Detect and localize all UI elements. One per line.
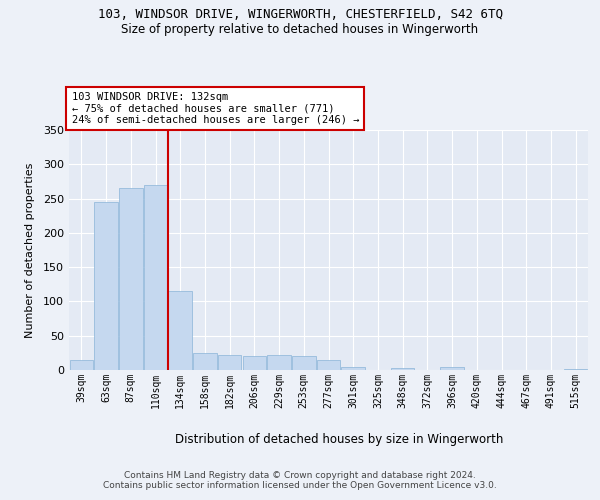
Bar [218, 355, 241, 370]
Text: 103 WINDSOR DRIVE: 132sqm
← 75% of detached houses are smaller (771)
24% of semi: 103 WINDSOR DRIVE: 132sqm ← 75% of detac… [71, 92, 359, 125]
Bar [341, 366, 365, 370]
Bar [144, 185, 167, 370]
Bar [169, 291, 192, 370]
Bar [564, 368, 587, 370]
Text: Distribution of detached houses by size in Wingerworth: Distribution of detached houses by size … [175, 432, 503, 446]
Y-axis label: Number of detached properties: Number of detached properties [25, 162, 35, 338]
Bar [94, 202, 118, 370]
Text: Size of property relative to detached houses in Wingerworth: Size of property relative to detached ho… [121, 22, 479, 36]
Text: Contains HM Land Registry data © Crown copyright and database right 2024.
Contai: Contains HM Land Registry data © Crown c… [103, 470, 497, 490]
Bar [440, 368, 464, 370]
Text: 103, WINDSOR DRIVE, WINGERWORTH, CHESTERFIELD, S42 6TQ: 103, WINDSOR DRIVE, WINGERWORTH, CHESTER… [97, 8, 503, 20]
Bar [268, 355, 291, 370]
Bar [70, 360, 93, 370]
Bar [242, 356, 266, 370]
Bar [119, 188, 143, 370]
Bar [193, 353, 217, 370]
Bar [317, 360, 340, 370]
Bar [292, 356, 316, 370]
Bar [391, 368, 415, 370]
